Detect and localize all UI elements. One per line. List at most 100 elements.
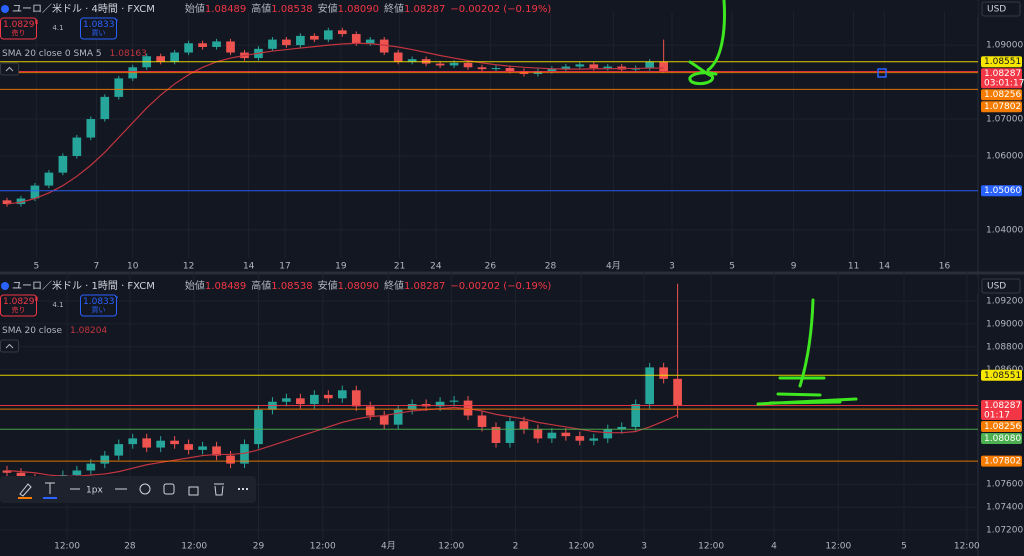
price-box-label: 1.07802 xyxy=(984,457,1021,467)
x-tick-label: 19 xyxy=(335,262,347,272)
candle-body xyxy=(659,367,668,379)
buy-button[interactable] xyxy=(80,294,117,317)
ohlc-label: 高値 xyxy=(251,2,271,15)
candle-body xyxy=(379,39,389,53)
drawing-toolbar: 1px xyxy=(0,476,256,503)
y-tick-label: 1.07200 xyxy=(986,526,1023,536)
candle-body xyxy=(114,78,124,97)
candle-body xyxy=(435,401,445,407)
text-icon[interactable] xyxy=(45,482,55,494)
y-tick-label: 1.09200 xyxy=(986,296,1023,306)
sell-button[interactable] xyxy=(0,294,37,317)
change: −0.00202 (−0.19%) xyxy=(450,281,551,292)
indicator-legend: SMA 20 close 0 SMA 5 1.08163 xyxy=(2,49,147,59)
countdown: 03:01:17 xyxy=(984,79,1024,89)
ohlc-label: 始値 xyxy=(185,279,205,292)
currency-box xyxy=(981,1,1021,17)
candle-body xyxy=(128,438,138,445)
stroke-width[interactable]: 1px xyxy=(86,486,103,496)
x-tick-label: 12 xyxy=(183,262,194,272)
y-tick-label: 1.07400 xyxy=(986,503,1023,513)
candle-body xyxy=(282,39,291,46)
candle-body xyxy=(198,446,207,450)
sell-price-sup: 8 xyxy=(35,19,39,26)
buy-label: 買い xyxy=(92,306,106,314)
indicator-name: SMA 20 close 0 SMA 5 xyxy=(2,49,102,59)
candle-body xyxy=(547,432,557,439)
candle-body xyxy=(365,406,375,416)
indicator-name: SMA 20 close xyxy=(2,326,62,336)
candle-body xyxy=(268,39,277,49)
candle-body xyxy=(2,470,12,473)
price-box-label: 1.05060 xyxy=(984,186,1021,196)
candle-body xyxy=(44,172,54,186)
candle-body xyxy=(491,426,501,443)
sell-price: 1.08298 xyxy=(3,19,39,30)
candle-body xyxy=(449,400,459,402)
candle-body xyxy=(603,429,613,439)
x-tick-label: 14 xyxy=(879,262,891,272)
candle-body xyxy=(407,59,417,62)
alert-marker[interactable] xyxy=(877,68,887,78)
ohlc-label: 高値 xyxy=(251,279,271,292)
candle-body xyxy=(351,390,361,407)
candle-body xyxy=(631,404,641,427)
x-tick-label: 26 xyxy=(485,262,497,272)
candle-body xyxy=(16,472,26,479)
candle-body xyxy=(547,68,557,71)
candle-body xyxy=(337,30,347,35)
delete-icon[interactable] xyxy=(214,483,224,496)
sell-price: 1.08298 xyxy=(3,296,39,307)
price-box-label: 1.08551 xyxy=(984,371,1021,381)
candle-body xyxy=(170,440,179,445)
sell-button[interactable] xyxy=(0,17,37,40)
x-tick-label: 28 xyxy=(545,262,557,272)
y-tick-label: 1.06000 xyxy=(986,152,1023,162)
price-box xyxy=(981,433,1022,445)
lock-icon[interactable] xyxy=(188,486,199,496)
ohlc-label: 安値 xyxy=(318,279,338,292)
candle-body xyxy=(589,64,599,69)
buy-price-main: 1.0833 xyxy=(83,20,115,30)
alert-icon[interactable] xyxy=(163,483,175,495)
candle-body xyxy=(142,438,152,448)
x-tick-label: 24 xyxy=(430,262,442,272)
candle-body xyxy=(323,394,333,399)
ohlc-value: 1.08489 xyxy=(205,281,246,292)
candle-body xyxy=(282,398,291,402)
pen-icon[interactable] xyxy=(19,483,32,497)
candle-body xyxy=(463,62,473,68)
collapse-button[interactable] xyxy=(0,62,19,76)
y-tick-label: 1.09000 xyxy=(986,41,1023,51)
x-tick-label: 16 xyxy=(939,262,951,272)
settings-icon[interactable] xyxy=(139,483,151,495)
x-tick-label: 11 xyxy=(848,262,859,272)
candle-body xyxy=(393,409,403,425)
candle-body xyxy=(603,66,613,69)
candle-body xyxy=(226,455,235,464)
x-tick-label: 5 xyxy=(729,262,735,272)
buy-button[interactable] xyxy=(80,17,117,40)
sell-price-main: 1.0829 xyxy=(3,297,35,307)
ohlc-value: 1.08090 xyxy=(338,4,379,15)
collapse-button[interactable] xyxy=(0,339,19,353)
x-tick-label: 12:00 xyxy=(825,542,851,552)
countdown: 01:17 xyxy=(984,411,1010,421)
price-box xyxy=(981,421,1022,433)
y-tick-label: 1.07600 xyxy=(986,480,1023,490)
candle-body xyxy=(505,421,515,443)
candle-body xyxy=(212,446,221,456)
candle-body xyxy=(673,378,682,406)
x-tick-label: 7 xyxy=(94,262,100,272)
buy-price: 1.08337 xyxy=(83,19,119,30)
buy-price-sup: 7 xyxy=(115,296,119,303)
chart-header: ユーロ／米ドル · 4時間 · FXCM 始値1.08489 高値1.08538 安値… xyxy=(12,2,551,15)
x-tick-label: 17 xyxy=(279,262,290,272)
chart-title: ユーロ／米ドル · 1時間 · FXCM xyxy=(12,279,155,292)
ohlc-value: 1.08489 xyxy=(205,4,246,15)
candle-body xyxy=(645,367,655,405)
candle-body xyxy=(184,444,193,450)
sell-price-main: 1.0829 xyxy=(3,20,35,30)
